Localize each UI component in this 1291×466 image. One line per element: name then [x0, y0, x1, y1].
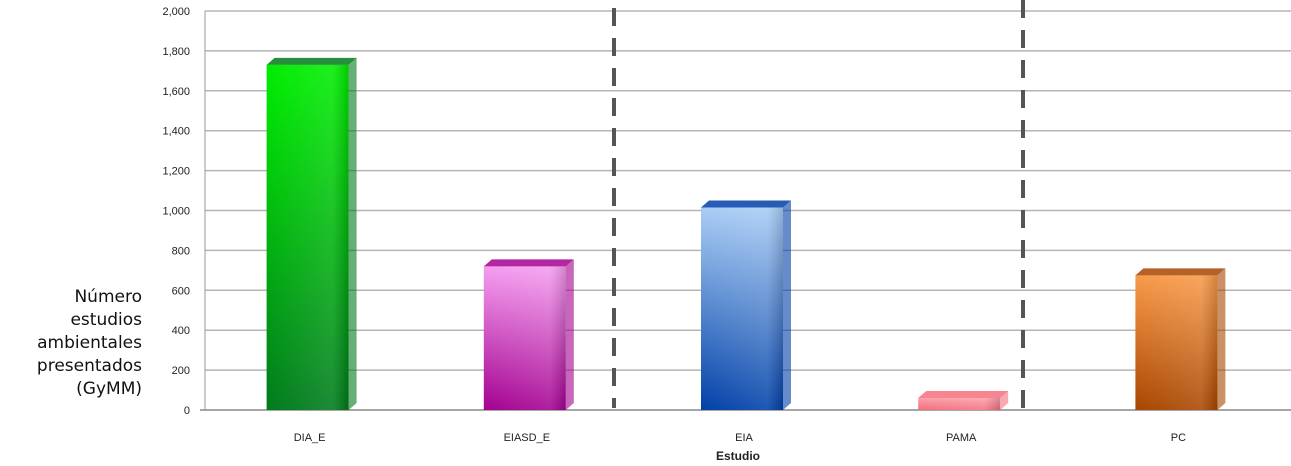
x-tick-label: PAMA	[946, 432, 977, 444]
y-tick-label: 400	[172, 325, 190, 337]
bar-side	[1000, 391, 1009, 410]
y-axis-title-line: presentados	[36, 356, 142, 376]
bar-top	[483, 259, 574, 267]
bar-top	[1135, 268, 1226, 276]
x-tick-label: EIA	[735, 432, 753, 444]
x-tick-label: EIASD_E	[504, 432, 550, 444]
bar-side	[783, 200, 791, 410]
y-tick-label: 1,800	[162, 46, 190, 58]
y-tick-label: 2,000	[162, 6, 190, 18]
bar-pama	[918, 391, 1009, 410]
bar-side	[565, 259, 574, 410]
y-tick-label: 1,000	[162, 206, 190, 218]
bar-shade	[701, 207, 783, 410]
y-axis-title-line: Número	[74, 287, 142, 307]
y-tick-label: 1,400	[162, 126, 190, 138]
bar-shade	[483, 266, 566, 410]
bar-shade	[266, 64, 349, 411]
bar-eia	[701, 200, 791, 410]
y-tick-label: 1,600	[162, 86, 190, 98]
y-tick-label: 600	[172, 285, 190, 297]
bar-top	[701, 200, 791, 208]
y-axis-title-line: (GyMM)	[76, 379, 142, 399]
y-tick-label: 1,200	[162, 166, 190, 178]
bar-side	[1217, 268, 1226, 410]
x-tick-labels: DIA_E EIASD_E EIA PAMA PC	[294, 432, 1186, 444]
y-tick-label: 0	[184, 405, 190, 417]
bar-pc	[1135, 268, 1226, 410]
bar-dia-e	[266, 57, 357, 411]
dashed-dividers	[612, 0, 1025, 408]
y-tick-labels: 0 200 400 600 800 1,000 1,200 1,400 1,600 1,800 2,…	[162, 6, 190, 417]
bar-shade	[918, 398, 1001, 410]
y-axis-title: Número estudios ambientales presentados …	[0, 286, 142, 401]
x-tick-label: PC	[1171, 432, 1186, 444]
bar-eiasd-e	[483, 259, 574, 410]
bars	[266, 57, 1226, 411]
y-axis-title-line: ambientales	[37, 333, 142, 353]
bar-top	[918, 391, 1009, 399]
y-axis-title-line: estudios	[70, 310, 142, 330]
bar-side	[348, 57, 357, 411]
x-tick-label: DIA_E	[294, 432, 326, 444]
bar-shade	[1135, 275, 1218, 410]
y-tick-label: 200	[172, 365, 190, 377]
x-axis-title: Estudio	[716, 449, 760, 463]
y-tick-label: 800	[172, 245, 190, 257]
bar-top	[266, 57, 357, 65]
